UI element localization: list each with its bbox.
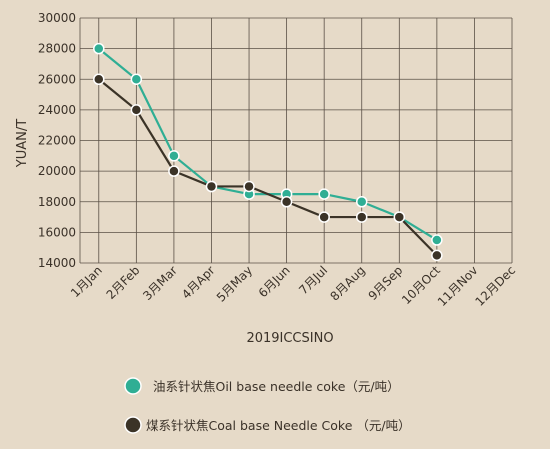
- x-tick-label: 3月Mar: [140, 263, 180, 303]
- x-tick-label: 7月Jul: [296, 263, 330, 297]
- y-tick-label: 22000: [38, 134, 76, 148]
- x-tick-label: 4月Apr: [179, 263, 218, 302]
- series-layer: [93, 42, 443, 262]
- grid-lines: [79, 17, 513, 264]
- data-point: [130, 73, 143, 85]
- legend-label-0: 油系针状焦Oil base needle coke（元/吨）: [153, 379, 400, 394]
- data-point: [280, 196, 293, 208]
- data-point: [243, 180, 255, 193]
- data-point: [205, 180, 218, 193]
- data-point: [355, 196, 368, 208]
- x-axis-title: 2019ICCSINO: [246, 331, 333, 346]
- y-tick-label: 16000: [38, 225, 76, 239]
- legend-marker-0: [124, 377, 142, 395]
- y-axis-title: YUAN/T: [15, 119, 30, 168]
- y-tick-labels: 14000 16000 18000 20000 22000 24000 26000 28000…: [38, 11, 76, 270]
- y-tick-label: 18000: [38, 195, 76, 209]
- data-point: [168, 150, 180, 162]
- x-tick-label: 5月May: [214, 263, 255, 304]
- x-tick-label: 8月Aug: [328, 263, 368, 303]
- data-point: [130, 104, 143, 116]
- y-tick-label: 28000: [38, 42, 76, 56]
- data-point: [168, 165, 180, 177]
- series-line-1: [98, 78, 438, 257]
- data-point: [431, 234, 443, 246]
- y-tick-label: 30000: [38, 11, 76, 25]
- data-point: [318, 188, 330, 200]
- x-tick-label: 11月Nov: [435, 263, 481, 309]
- series-line-0: [98, 47, 438, 241]
- data-point: [431, 249, 443, 262]
- y-tick-label: 20000: [38, 164, 76, 178]
- data-point: [93, 73, 105, 85]
- x-tick-label: 6月Jun: [256, 263, 293, 300]
- legend-label-1: 煤系针状焦Coal base Needle Coke （元/吨）: [146, 418, 411, 433]
- data-point: [318, 211, 330, 223]
- y-tick-label: 26000: [38, 72, 76, 86]
- y-tick-label: 24000: [38, 103, 76, 117]
- legend-marker-1: [124, 416, 142, 434]
- y-tick-label: 14000: [38, 256, 76, 270]
- data-point: [355, 211, 368, 223]
- data-point: [393, 211, 406, 223]
- legend: 油系针状焦Oil base needle coke（元/吨） 煤系针状焦Coal …: [124, 377, 411, 434]
- x-tick-label: 2月Feb: [104, 263, 143, 302]
- data-point: [93, 42, 105, 55]
- x-tick-label: 12月Dec: [473, 263, 519, 309]
